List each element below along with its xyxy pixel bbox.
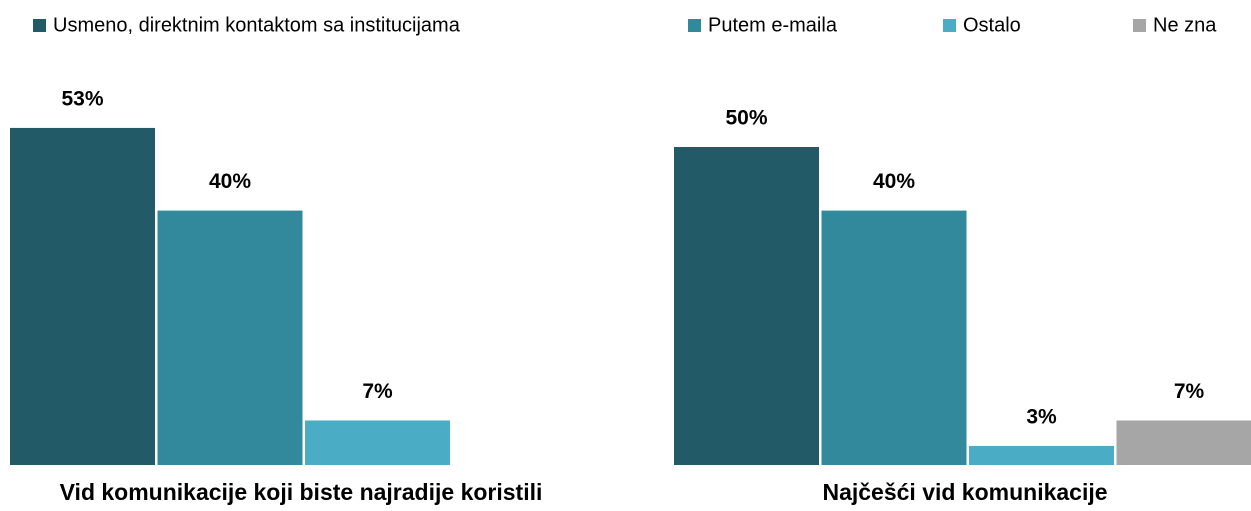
legend-label: Usmeno, direktnim kontaktom sa instituci… — [53, 14, 461, 36]
legend-swatch — [943, 19, 956, 32]
value-label: 7% — [1174, 380, 1205, 403]
bar — [821, 210, 967, 465]
category-label: Najčešći vid komunikacije — [822, 479, 1107, 505]
bar — [305, 420, 450, 465]
bar — [1116, 420, 1251, 465]
bar — [969, 445, 1114, 465]
value-label: 53% — [61, 87, 103, 110]
category-label: Vid komunikacije koji biste najradije ko… — [60, 479, 543, 505]
bar — [157, 210, 303, 465]
bar — [10, 127, 155, 466]
value-label: 40% — [873, 170, 915, 193]
legend-swatch — [33, 19, 46, 32]
legend-swatch — [688, 19, 701, 32]
value-label: 3% — [1026, 405, 1057, 428]
bar — [674, 147, 819, 465]
legend-label: Ostalo — [963, 14, 1021, 36]
legend-label: Putem e-maila — [708, 14, 838, 36]
legend-swatch — [1133, 19, 1146, 32]
value-label: 40% — [209, 170, 251, 193]
legend-label: Ne zna — [1153, 14, 1217, 36]
value-label: 7% — [362, 380, 393, 403]
value-label: 50% — [725, 107, 767, 130]
